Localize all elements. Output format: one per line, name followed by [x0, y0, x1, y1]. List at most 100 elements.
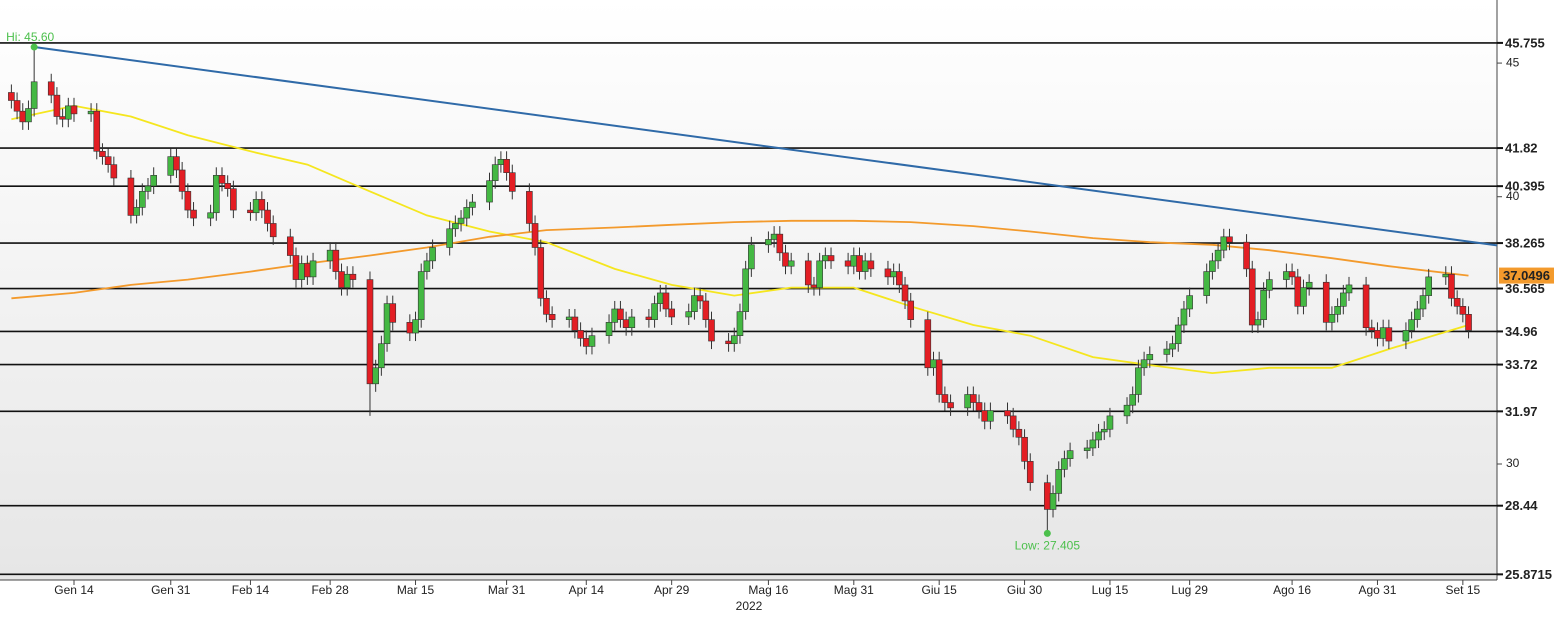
candle-body — [173, 156, 180, 171]
x-tick-label: Giu 15 — [922, 583, 958, 597]
candle-body — [531, 223, 539, 248]
candle-body — [389, 303, 397, 323]
candle-body — [782, 252, 789, 267]
candle-body — [59, 116, 66, 120]
candle-body — [935, 359, 943, 395]
candle-body — [537, 247, 545, 299]
candle-body — [463, 207, 471, 219]
candle-body — [668, 308, 675, 318]
x-tick-label: Apr 14 — [569, 583, 605, 597]
candle-body — [548, 314, 556, 320]
candle-body — [372, 367, 379, 385]
candle-body — [742, 268, 749, 312]
ma-label: 37.0496 — [1503, 268, 1550, 283]
candle-body — [167, 156, 175, 176]
candle-body — [645, 316, 653, 320]
candle-body — [850, 255, 858, 267]
candle-body — [1026, 461, 1034, 484]
candle-body — [212, 175, 220, 214]
candle-body — [861, 260, 869, 272]
candle-body — [1374, 330, 1381, 339]
candle-body — [47, 81, 55, 96]
candle-body — [770, 233, 778, 240]
candle-body — [1328, 314, 1336, 323]
candle-body — [139, 191, 146, 208]
x-tick-label: Set 15 — [1445, 583, 1480, 597]
candle-body — [1340, 292, 1347, 307]
candle-body — [1294, 276, 1302, 307]
candle-body — [1243, 241, 1250, 270]
candle-body — [577, 330, 584, 339]
level-label: 31.97 — [1505, 404, 1538, 419]
candle-body — [1209, 260, 1216, 272]
candle-body — [309, 260, 317, 278]
candle-body — [127, 177, 135, 216]
candle-body — [104, 156, 112, 165]
candle-body — [486, 180, 493, 203]
candle-body — [1425, 276, 1432, 296]
candle-body — [736, 311, 744, 337]
candle-body — [1379, 327, 1387, 339]
candle-body — [628, 316, 636, 328]
candle-body — [338, 271, 345, 288]
candle-body — [1186, 295, 1193, 310]
candle-body — [53, 94, 61, 117]
candle-body — [571, 316, 579, 331]
candle-body — [696, 295, 704, 302]
candle-body — [617, 308, 624, 320]
candle-body — [941, 394, 949, 403]
candle-body — [30, 81, 38, 109]
moving-average — [11, 219, 1469, 300]
candle-body — [1140, 359, 1148, 369]
candle-body — [924, 319, 932, 369]
candle-body — [765, 239, 772, 246]
candle-body — [1260, 289, 1267, 320]
candle-body — [1004, 410, 1011, 417]
candle-body — [1248, 268, 1256, 326]
candle-body — [582, 338, 590, 347]
candle-body — [406, 322, 414, 334]
candle-body — [844, 260, 852, 267]
candle-body — [1203, 271, 1211, 296]
candle-body — [1100, 428, 1108, 433]
x-tick-label: Mar 31 — [488, 583, 526, 597]
candle-body — [730, 335, 738, 345]
candle-body — [457, 217, 465, 224]
candle-body — [65, 105, 72, 120]
candle-body — [1135, 367, 1142, 395]
candle-body — [1180, 308, 1188, 326]
candle-body — [907, 300, 915, 320]
candle-body — [178, 169, 186, 192]
candle-body — [349, 273, 357, 280]
candle-body — [1442, 273, 1450, 278]
candle-body — [1021, 436, 1028, 462]
level-label: 33.72 — [1505, 357, 1538, 372]
candle-body — [366, 279, 374, 385]
candle-body — [1465, 314, 1472, 331]
candle-body — [1459, 306, 1467, 315]
candle-body — [1368, 327, 1376, 331]
moving-average — [11, 104, 1469, 375]
candle-body — [252, 199, 260, 214]
x-tick-label: Gen 31 — [151, 583, 191, 597]
candle-body — [230, 188, 237, 211]
candle-body — [708, 319, 715, 342]
candle-body — [702, 300, 710, 320]
x-tick-label: Apr 29 — [654, 583, 690, 597]
candle-body — [1345, 284, 1353, 294]
x-tick-label: Mag 16 — [748, 583, 788, 597]
level-label: 34.96 — [1505, 324, 1538, 339]
candle-body — [207, 212, 214, 219]
candle-body — [975, 402, 983, 411]
candle-body — [827, 255, 835, 262]
candle-body — [1453, 297, 1461, 307]
candle-body — [150, 175, 157, 187]
candle-body — [87, 110, 95, 115]
candle-body — [1362, 284, 1370, 328]
candle-body — [611, 308, 619, 323]
annotation-dot — [1043, 529, 1051, 537]
level-label: 40.395 — [1505, 179, 1545, 194]
candle-body — [1414, 308, 1421, 320]
candle-body — [776, 233, 784, 254]
